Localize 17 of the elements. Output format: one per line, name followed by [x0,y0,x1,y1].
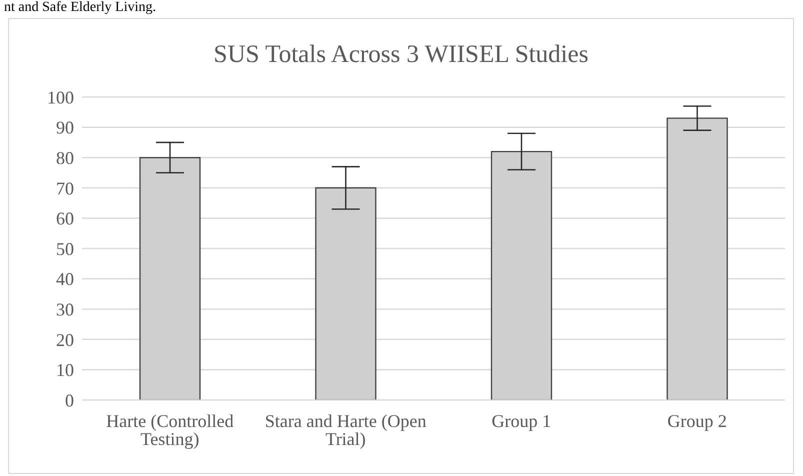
y-tick-label: 0 [65,390,74,410]
text: nt and Safe Elderly Living. [4,0,156,16]
y-tick-label: 70 [56,178,74,198]
x-tick-label: Group 1 [492,410,552,431]
y-tick-label: 40 [56,269,74,290]
chart-title: SUS Totals Across 3 WIISEL Studies [212,41,590,69]
y-tick-label: 30 [56,299,74,320]
y-tick-label: 20 [56,330,74,350]
x-tick-label: Group 2 [667,410,727,431]
y-tick-label: 50 [56,238,74,259]
y-tick-label: 80 [56,148,74,168]
x-tick-label: Harte (Controlled Testing) [106,410,234,449]
y-tick-label: 100 [47,87,74,108]
y-tick-label: 10 [56,360,74,380]
y-tick-label: 90 [56,118,74,138]
y-tick-label: 60 [56,208,74,229]
x-tick-label: Stara and Harte (Open Trial) [264,410,426,449]
